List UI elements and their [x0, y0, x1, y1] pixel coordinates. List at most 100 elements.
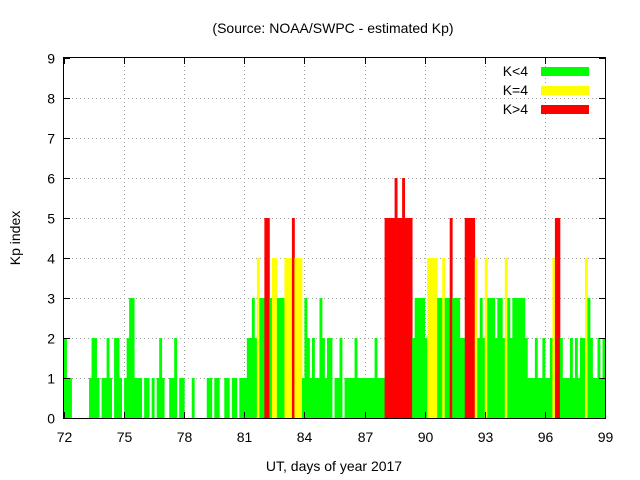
legend-swatch	[541, 105, 589, 114]
kp-bar	[534, 338, 538, 418]
kp-bar	[136, 378, 140, 418]
kp-bar	[547, 378, 551, 418]
kp-bar	[89, 378, 92, 418]
kp-bar	[509, 338, 513, 418]
kp-bar	[559, 338, 563, 418]
kp-bar	[364, 378, 368, 418]
kp-bar	[294, 258, 298, 418]
kp-bar	[326, 338, 330, 418]
kp-bar	[489, 298, 493, 418]
kp-bar	[542, 338, 546, 418]
kp-bar	[464, 218, 468, 418]
kp-bar	[274, 258, 278, 418]
kp-bar	[387, 218, 390, 418]
kp-bar	[567, 378, 571, 418]
kp-bar	[209, 378, 213, 418]
kp-bar	[256, 258, 260, 418]
kp-bar	[94, 338, 97, 418]
kp-bar	[562, 378, 566, 418]
kp-bar	[306, 338, 310, 418]
kp-bar	[524, 338, 528, 418]
kp-bar	[244, 378, 248, 418]
chart-title: (Source: NOAA/SWPC - estimated Kp)	[212, 20, 453, 36]
kp-bar	[334, 378, 338, 418]
kp-bar	[369, 378, 373, 418]
kp-bar	[261, 298, 265, 418]
kp-bar	[414, 298, 418, 418]
kp-bar	[284, 258, 288, 418]
kp-bar	[392, 218, 396, 418]
legend-label: K>4	[503, 101, 529, 117]
kp-bar	[264, 218, 268, 418]
kp-bar	[577, 378, 581, 418]
kp-bar	[304, 298, 308, 418]
kp-bar	[504, 258, 508, 418]
kp-bar	[389, 218, 393, 418]
kp-bar	[579, 338, 583, 418]
kp-bar	[156, 378, 160, 418]
kp-bar	[597, 338, 601, 418]
y-tick-label: 0	[47, 411, 55, 427]
kp-bar	[574, 338, 578, 418]
kp-bar	[437, 298, 441, 418]
kp-bar	[179, 378, 183, 418]
x-tick-label: 99	[598, 429, 614, 445]
kp-bar	[502, 338, 506, 418]
kp-bar	[557, 218, 561, 418]
kp-bar	[259, 298, 263, 418]
kp-bar	[159, 338, 163, 418]
kp-bar	[309, 378, 313, 418]
kp-bar	[339, 338, 343, 418]
kp-bar	[452, 298, 456, 418]
legend-swatch	[541, 67, 589, 76]
kp-bar	[472, 218, 476, 418]
kp-bar	[174, 338, 178, 418]
kp-bar	[552, 258, 556, 418]
kp-bar	[587, 298, 591, 418]
kp-bar	[507, 298, 511, 418]
grid-layer	[64, 58, 605, 418]
kp-bar	[241, 378, 245, 418]
kp-bar	[124, 378, 128, 418]
kp-bar	[544, 378, 548, 418]
x-tick-label: 75	[117, 429, 133, 445]
kp-bar	[106, 338, 110, 418]
kp-bar	[352, 378, 355, 418]
kp-bar	[512, 298, 516, 418]
kp-bar	[492, 298, 496, 418]
kp-bar	[126, 338, 130, 418]
kp-bar	[91, 338, 95, 418]
kp-bar	[134, 378, 138, 418]
kp-bar	[409, 218, 413, 418]
y-tick-label: 2	[47, 331, 55, 347]
kp-bar	[474, 258, 478, 418]
kp-bar	[101, 378, 105, 418]
kp-bar	[279, 298, 283, 418]
kp-bar	[484, 258, 488, 418]
bar-layer	[64, 178, 606, 418]
kp-bar	[454, 298, 458, 418]
kp-bar	[104, 378, 107, 418]
kp-bar	[514, 298, 518, 418]
kp-bar	[487, 298, 491, 418]
kp-bar	[564, 378, 568, 418]
kp-bar	[266, 218, 270, 418]
kp-bar	[572, 378, 576, 418]
kp-bar	[249, 338, 253, 418]
kp-bar	[377, 378, 380, 418]
kp-bar	[357, 378, 360, 418]
kp-bar	[537, 378, 541, 418]
kp-bar	[419, 298, 423, 418]
kp-bar	[467, 218, 471, 418]
kp-bar	[337, 378, 340, 418]
kp-bar	[181, 378, 185, 418]
y-tick-label: 6	[47, 171, 55, 187]
kp-bar	[362, 378, 365, 418]
kp-bar	[594, 378, 598, 418]
x-tick-label: 93	[478, 429, 494, 445]
y-tick-label: 7	[47, 131, 55, 147]
kp-bar	[434, 258, 438, 418]
kp-bar	[239, 378, 243, 418]
kp-bar	[549, 338, 553, 418]
